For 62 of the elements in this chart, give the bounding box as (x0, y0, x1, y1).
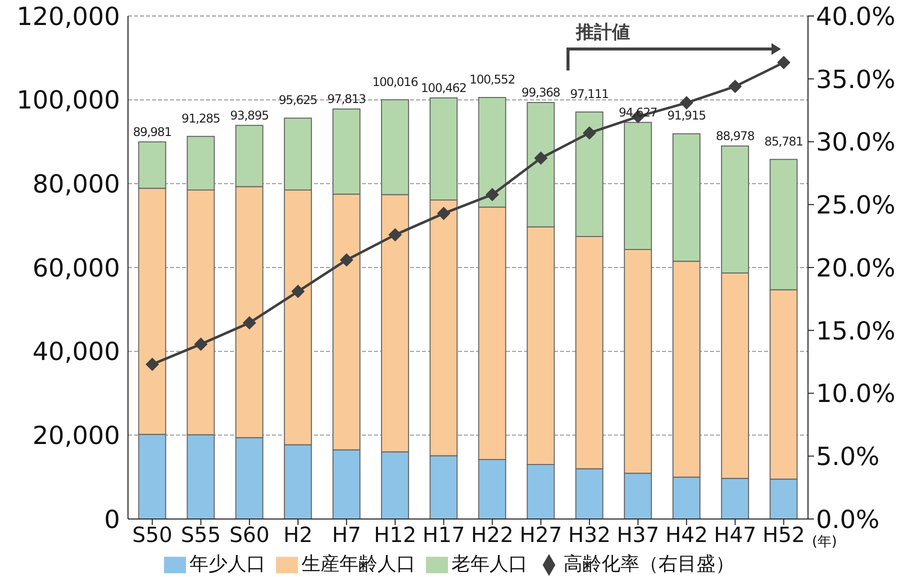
point (194, 338, 208, 351)
total-label: 100,016 (372, 74, 418, 89)
point (582, 126, 596, 140)
x-tick-label: S50 (132, 522, 172, 547)
total-label: 91,915 (667, 108, 706, 123)
x-tick-label: H37 (616, 522, 660, 547)
y2-tick-label: 25.0% (816, 190, 896, 220)
annotation: 推計値 (576, 21, 630, 44)
y2-tick-label: 15.0% (816, 316, 896, 346)
x-tick-label: H12 (374, 522, 416, 547)
x-tick-label: H42 (665, 522, 708, 547)
point (388, 228, 402, 242)
y-tick-label: 40,000 (32, 337, 120, 366)
y2-tick-label: 5.0% (816, 442, 880, 471)
total-label: 85,781 (764, 134, 803, 148)
total-label: 89,981 (132, 124, 172, 139)
x-axis-title: (年) (812, 533, 837, 551)
x-tick-label: H17 (422, 522, 465, 547)
legend-label: 生産年齢人口 (302, 553, 416, 575)
point (292, 284, 304, 298)
point (777, 56, 790, 70)
total-label: 95,625 (278, 93, 318, 108)
point (242, 316, 256, 330)
point (534, 152, 548, 165)
x-tick-label: H7 (332, 522, 362, 547)
total-label: 99,368 (522, 85, 560, 100)
legend-label: 老年人口 (452, 553, 528, 575)
point (680, 96, 694, 110)
y-tick-label: 60,000 (32, 253, 120, 282)
y2-tick-label: 30.0% (816, 128, 896, 157)
x-tick-label: H52 (762, 522, 805, 547)
x-tick-label: S55 (180, 522, 221, 547)
total-label: 88,978 (716, 129, 754, 144)
point (728, 80, 742, 93)
total-label: 91,285 (182, 111, 220, 126)
legend-label: 高齢化率（右目盛） (564, 553, 734, 575)
y2-tick-label: 10.0% (816, 379, 896, 408)
total-label: 100,462 (420, 80, 466, 95)
x-tick-label: H47 (714, 522, 756, 547)
y2-tick-label: 0.0% (816, 504, 880, 534)
x-tick-label: H32 (568, 522, 611, 547)
x-tick-label: H22 (471, 522, 514, 547)
y2-tick-label: 40.0% (816, 2, 896, 31)
total-label: 97,111 (570, 86, 609, 101)
legend-label: 年少人口 (190, 553, 266, 575)
y-tick-label: 100,000 (16, 86, 120, 115)
total-label: 100,552 (469, 72, 515, 87)
point (486, 188, 499, 202)
y-tick-label: 0 (104, 504, 120, 534)
x-tick-label: S60 (229, 522, 270, 547)
point (146, 358, 159, 371)
point (437, 206, 450, 220)
x-tick-label: H2 (283, 522, 313, 547)
y2-tick-label: 35.0% (816, 64, 896, 94)
total-label: 93,895 (230, 108, 269, 122)
x-tick-label: H27 (520, 522, 562, 547)
y2-tick-label: 20.0% (816, 253, 896, 282)
point (340, 253, 354, 266)
y-tick-label: 20,000 (32, 421, 120, 450)
y-tick-label: 80,000 (32, 170, 120, 199)
total-label: 97,813 (327, 92, 366, 106)
y-tick-label: 120,000 (16, 2, 120, 31)
